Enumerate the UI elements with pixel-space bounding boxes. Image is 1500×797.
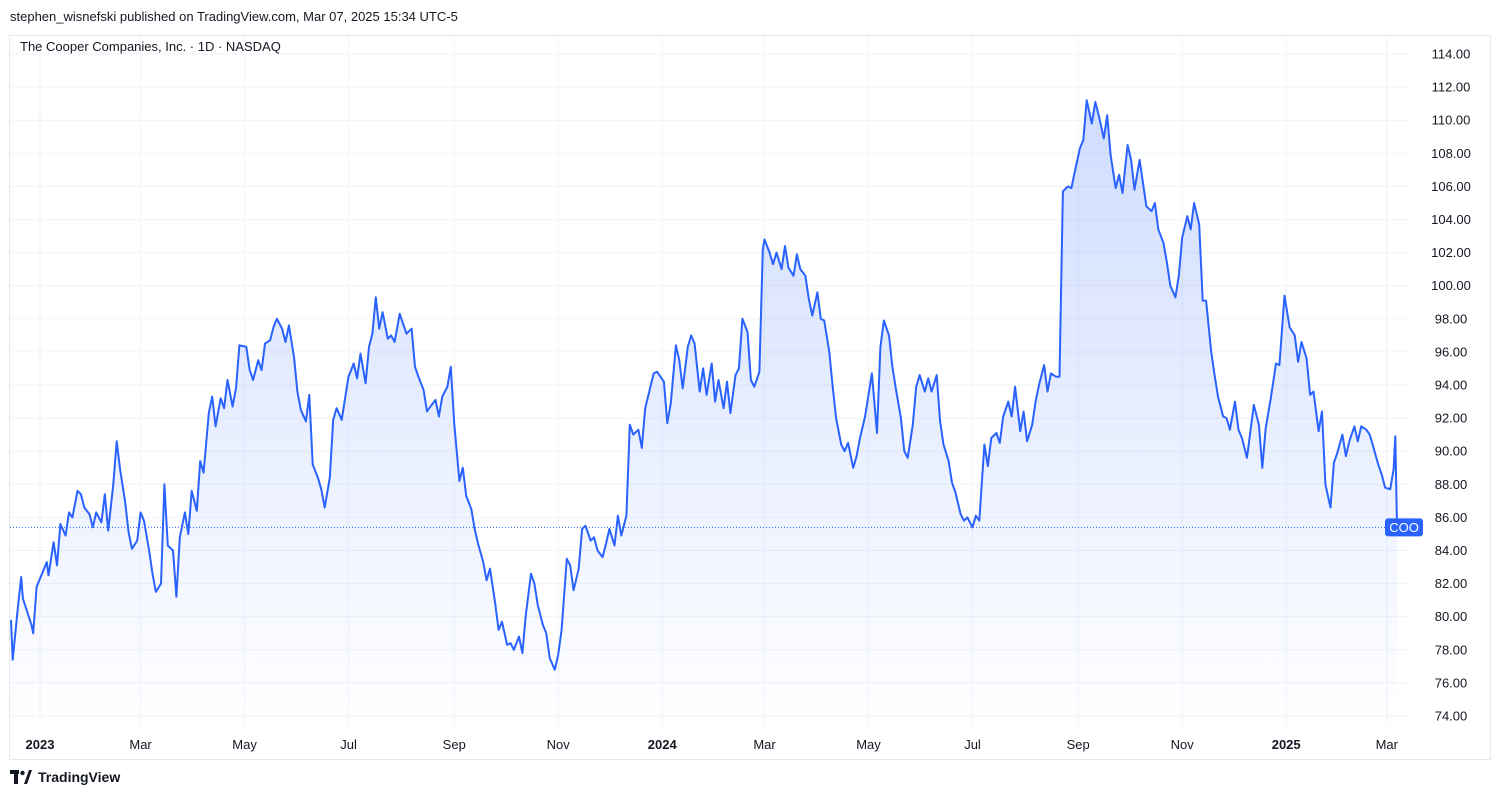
y-tick-label: 78.00 (1435, 642, 1468, 657)
y-tick-label: 88.00 (1435, 477, 1468, 492)
y-tick-label: 92.00 (1435, 411, 1468, 426)
y-tick-label: 76.00 (1435, 675, 1468, 690)
x-axis: 2023 Mar May Jul Sep Nov 2024 Mar May Jul Sep Nov 20… (26, 737, 1399, 752)
y-tick-label: 94.00 (1435, 378, 1468, 393)
x-tick-label: 2025 (1272, 737, 1301, 752)
x-tick-label: Mar (1376, 737, 1399, 752)
x-tick-label: Mar (753, 737, 776, 752)
footer-brand-label: TradingView (38, 769, 121, 785)
y-tick-label: 106.00 (1431, 179, 1471, 194)
x-tick-label: 2024 (648, 737, 678, 752)
y-tick-label: 86.00 (1435, 510, 1468, 525)
x-tick-label: Nov (547, 737, 571, 752)
x-tick-label: Sep (1067, 737, 1090, 752)
y-tick-label: 108.00 (1431, 146, 1471, 161)
y-tick-label: 100.00 (1431, 278, 1471, 293)
y-tick-label: 104.00 (1431, 212, 1471, 227)
symbol-title: The Cooper Companies, Inc. · 1D · NASDAQ (20, 39, 281, 54)
footer-brand[interactable]: TradingView (10, 769, 120, 785)
x-tick-label: Nov (1171, 737, 1195, 752)
y-tick-label: 110.00 (1432, 113, 1471, 128)
y-tick-label: 82.00 (1435, 576, 1468, 591)
x-tick-label: May (856, 737, 881, 752)
x-tick-label: Mar (129, 737, 152, 752)
price-area-fill (11, 100, 1397, 726)
chart-panel (9, 35, 1491, 760)
y-tick-label: 98.00 (1435, 311, 1468, 326)
y-tick-label: 80.00 (1435, 609, 1468, 624)
y-tick-label: 90.00 (1435, 444, 1468, 459)
y-tick-label: 96.00 (1435, 344, 1468, 359)
tradingview-logo-icon (10, 770, 32, 784)
x-tick-label: May (232, 737, 257, 752)
x-tick-label: 2023 (26, 737, 55, 752)
y-tick-label: 84.00 (1435, 543, 1468, 558)
y-tick-label: 114.00 (1432, 47, 1471, 62)
x-tick-label: Jul (964, 737, 981, 752)
publisher-caption: stephen_wisnefski published on TradingVi… (10, 9, 458, 24)
ticker-badge-label: COO (1389, 520, 1419, 535)
y-tick-label: 112.00 (1432, 80, 1471, 95)
price-series-line (10, 99, 1398, 671)
x-tick-label: Jul (340, 737, 357, 752)
y-tick-label: 102.00 (1431, 245, 1471, 260)
y-tick-label: 74.00 (1435, 709, 1468, 724)
ticker-badge: COO (1385, 518, 1423, 537)
y-axis: 74.00 76.00 78.00 80.00 82.00 84.00 86.00 88.00… (1431, 47, 1471, 724)
ticker-badge-bg (1385, 518, 1423, 537)
x-tick-label: Sep (443, 737, 466, 752)
